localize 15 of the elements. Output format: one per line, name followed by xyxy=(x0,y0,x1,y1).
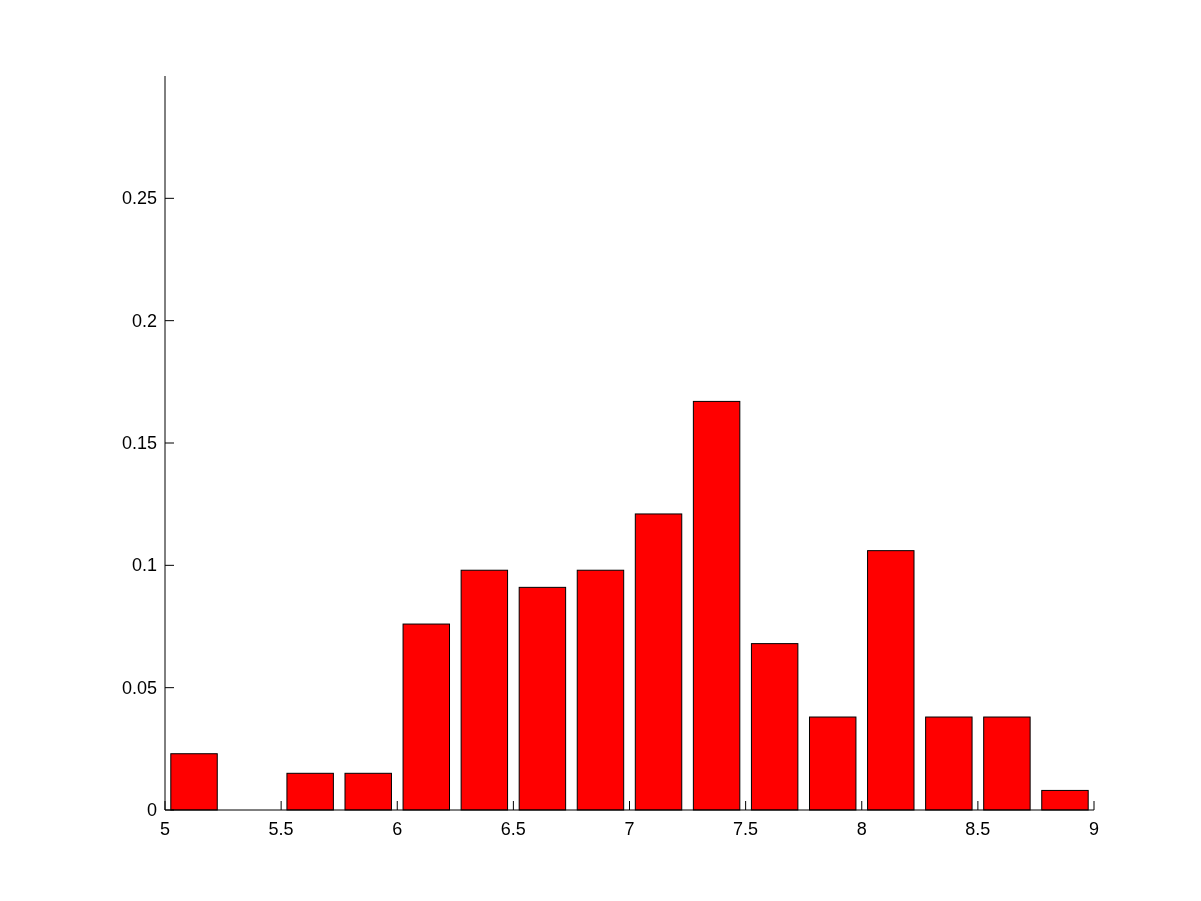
x-tick-label: 5 xyxy=(159,819,171,839)
y-tick-label: 0.1 xyxy=(131,555,157,576)
y-tick-label: 0.25 xyxy=(121,188,157,209)
x-tick-label: 8.5 xyxy=(965,819,991,839)
x-tick-label: 7.5 xyxy=(733,819,759,839)
x-tick-label: 9 xyxy=(1088,819,1100,839)
y-tick-label: 0.2 xyxy=(131,310,157,331)
x-tick-label: 8 xyxy=(856,819,867,839)
x-tick-label: 6 xyxy=(392,819,403,839)
y-tick-label: 0.15 xyxy=(121,433,157,453)
x-tick-label: 7 xyxy=(624,819,635,839)
y-tick-label: 0 xyxy=(146,800,157,820)
y-tick-label: 0.05 xyxy=(121,677,157,698)
x-tick-label: 6.5 xyxy=(500,819,526,839)
x-tick-label: 5.5 xyxy=(268,819,294,839)
